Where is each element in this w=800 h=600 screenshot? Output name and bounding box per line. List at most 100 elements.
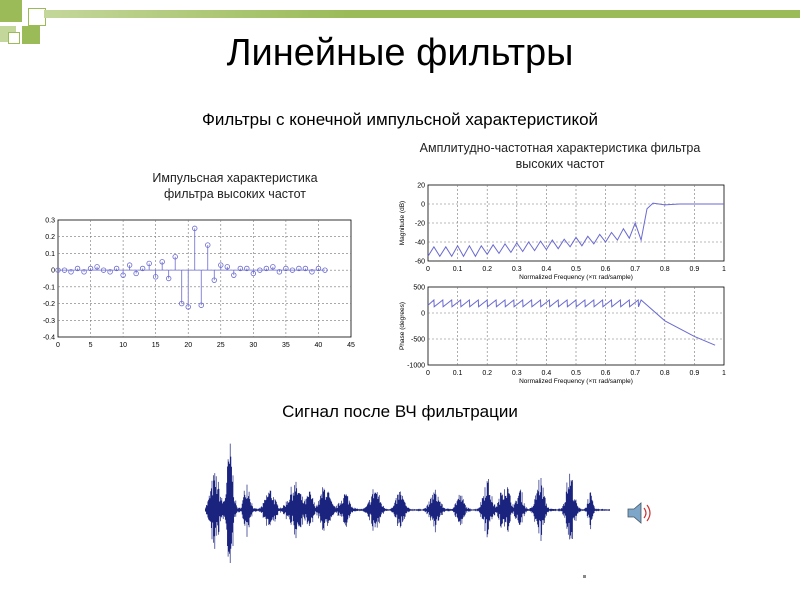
impulse-x-tick-label: 10 — [119, 342, 127, 349]
magnitude-x-tick-label: 0.1 — [453, 266, 463, 273]
phase-y-tick-label: -1000 — [407, 363, 425, 370]
phase-y-tick-label: 0 — [421, 311, 425, 318]
impulse-point — [283, 265, 289, 272]
impulse-point — [120, 272, 126, 278]
impulse-y-tick-label: -0.3 — [43, 318, 55, 325]
phase-x-tick-label: 0.7 — [630, 370, 640, 377]
impulse-point — [94, 264, 100, 270]
impulse-point — [231, 272, 237, 278]
magnitude-y-tick-label: -20 — [415, 221, 425, 228]
phase-x-tick-label: 0 — [426, 370, 430, 377]
impulse-point — [55, 267, 61, 273]
impulse-x-tick-label: 30 — [249, 342, 257, 349]
impulse-point — [315, 265, 322, 272]
impulse-point — [165, 275, 172, 282]
decor-square-5 — [8, 32, 20, 44]
slide-subtitle: Фильтры с конечной импульсной характерис… — [201, 110, 599, 129]
impulse-point — [107, 269, 113, 275]
impulse-point — [257, 267, 263, 273]
magnitude-x-tick-label: 0.6 — [601, 266, 611, 273]
impulse-x-tick-label: 15 — [152, 342, 160, 349]
signal-title: Сигнал после ВЧ фильтрации — [282, 402, 518, 421]
impulse-point — [224, 264, 230, 270]
magnitude-y-tick-label: 0 — [421, 202, 425, 209]
impulse-x-tick-label: 25 — [217, 342, 225, 349]
magnitude-x-tick-label: 0.8 — [660, 266, 670, 273]
magnitude-x-tick-label: 0 — [426, 266, 430, 273]
frequency-title-line-1: Амплитудно-частотная характеристика филь… — [419, 141, 701, 155]
impulse-y-tick-label: -0.2 — [43, 301, 55, 308]
impulse-y-tick-label: 0 — [51, 268, 55, 275]
impulse-point — [61, 267, 68, 273]
impulse-point — [270, 264, 276, 270]
phase-x-tick-label: 0.8 — [660, 370, 670, 377]
phase-y-tick-label: 500 — [413, 285, 425, 292]
impulse-point — [192, 225, 198, 232]
magnitude-x-tick-label: 1 — [722, 266, 726, 273]
phase-series-line — [427, 298, 716, 346]
impulse-point — [146, 260, 152, 267]
frequency-chart-title: Амплитудно-частотная характеристика филь… — [380, 140, 740, 172]
impulse-x-tick-label: 5 — [89, 342, 93, 349]
speaker-icon[interactable] — [626, 500, 656, 526]
impulse-point — [263, 265, 270, 272]
impulse-point — [244, 265, 250, 272]
impulse-x-tick-label: 20 — [184, 342, 192, 349]
impulse-point — [133, 270, 139, 277]
impulse-point — [198, 302, 204, 308]
magnitude-x-tick-label: 0.2 — [482, 266, 492, 273]
impulse-title-line-1: Импульсная характеристика — [152, 171, 318, 185]
phase-x-tick-label: 0.6 — [601, 370, 611, 377]
impulse-point — [179, 300, 185, 307]
magnitude-y-tick-label: -60 — [415, 259, 425, 266]
impulse-x-tick-label: 35 — [282, 342, 290, 349]
impulse-x-tick-label: 40 — [315, 342, 323, 349]
signal-waveform-path — [205, 443, 610, 563]
impulse-point — [250, 270, 257, 277]
impulse-point — [218, 262, 224, 268]
impulse-point — [309, 269, 315, 275]
impulse-point — [87, 265, 94, 272]
phase-x-tick-label: 0.4 — [542, 370, 552, 377]
filtered-signal-waveform — [205, 443, 610, 563]
impulse-x-tick-label: 0 — [56, 342, 60, 349]
phase-x-tick-label: 0.1 — [453, 370, 463, 377]
magnitude-y-tick-label: -40 — [415, 240, 425, 247]
impulse-point — [100, 267, 107, 273]
impulse-point — [322, 267, 328, 273]
impulse-y-tick-label: -0.4 — [43, 335, 55, 342]
impulse-point — [302, 265, 309, 272]
phase-x-tick-label: 0.3 — [512, 370, 522, 377]
impulse-point — [74, 265, 81, 272]
magnitude-x-tick-label: 0.3 — [512, 266, 522, 273]
impulse-point — [172, 254, 178, 260]
impulse-point — [152, 274, 159, 280]
phase-plot-area — [427, 286, 725, 366]
phase-x-axis-label: Normalized Frequency (×π rad/sample) — [519, 378, 633, 385]
magnitude-y-tick-label: 20 — [417, 183, 425, 190]
decor-bar — [44, 10, 800, 18]
slide-title: Линейные фильтры — [226, 32, 574, 74]
decor-square-1 — [0, 0, 22, 22]
impulse-point — [237, 265, 244, 272]
decor-square-4 — [22, 26, 40, 44]
phase-x-tick-label: 0.5 — [571, 370, 581, 377]
magnitude-x-tick-label: 0.9 — [690, 266, 700, 273]
magnitude-x-axis-label: Normalized Frequency (×π rad/sample) — [519, 274, 633, 281]
impulse-plot-area — [57, 219, 352, 338]
phase-x-tick-label: 1 — [722, 370, 726, 377]
frequency-title-line-2: высоких частот — [515, 157, 605, 171]
impulse-point — [289, 267, 296, 273]
impulse-title-line-2: фильтра высоких частот — [163, 187, 307, 201]
impulse-y-tick-label: 0.2 — [45, 234, 55, 241]
impulse-point — [276, 269, 283, 275]
magnitude-y-axis-label: Magnitude (dB) — [399, 201, 406, 245]
impulse-y-tick-label: -0.1 — [43, 284, 55, 291]
impulse-point — [185, 304, 191, 310]
impulse-point — [211, 277, 217, 283]
impulse-point — [296, 265, 302, 272]
magnitude-x-tick-label: 0.7 — [630, 266, 640, 273]
phase-x-tick-label: 0.2 — [482, 370, 492, 377]
impulse-point — [139, 265, 146, 272]
